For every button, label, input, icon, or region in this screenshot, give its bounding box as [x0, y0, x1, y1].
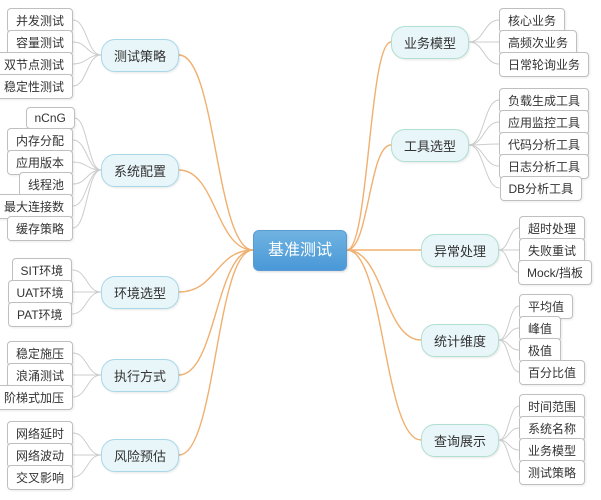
mindmap-stage: 基准测试测试策略并发测试容量测试双节点测试稳定性测试系统配置nCnG内存分配应用…: [0, 0, 601, 500]
edge: [73, 140, 101, 170]
edge: [73, 433, 101, 455]
edge: [73, 170, 101, 184]
l2f: 缓存策略: [7, 216, 73, 241]
l1d: 稳定性测试: [0, 74, 73, 99]
r2b: 应用监控工具: [499, 110, 589, 135]
r4d: 百分比值: [519, 360, 585, 385]
l2b: 内存分配: [7, 128, 73, 153]
edge: [347, 145, 391, 250]
edge: [73, 20, 101, 55]
r3a: 超时处理: [519, 216, 585, 241]
r2a: 负载生成工具: [499, 88, 589, 113]
edge: [347, 250, 421, 440]
r3c: Mock/挡板: [518, 260, 592, 285]
edge: [499, 428, 519, 440]
edge: [73, 55, 101, 86]
r1b: 高频次业务: [499, 30, 577, 55]
edge: [73, 170, 101, 228]
l2d: 线程池: [19, 172, 73, 197]
edge: [499, 340, 519, 350]
l5c: 交叉影响: [7, 465, 73, 490]
edge: [347, 42, 391, 250]
c-stat: 统计维度: [421, 324, 499, 357]
edge: [469, 145, 500, 188]
c-risk: 风险预估: [101, 439, 179, 472]
edge: [179, 250, 253, 455]
edge: [469, 42, 499, 64]
edge: [469, 122, 499, 145]
edge: [499, 340, 519, 372]
l3b: UAT环境: [8, 280, 73, 305]
r5b: 系统名称: [519, 416, 585, 441]
root-node: 基准测试: [253, 230, 347, 271]
edge: [73, 162, 101, 170]
r2c: 代码分析工具: [499, 132, 589, 157]
l5b: 网络波动: [7, 443, 73, 468]
c-tool: 工具选型: [391, 129, 469, 162]
r1c: 日常轮询业务: [499, 52, 589, 77]
l5a: 网络延时: [7, 421, 73, 446]
edge: [499, 440, 519, 450]
r3b: 失败重试: [519, 238, 585, 263]
l4a: 稳定施压: [7, 341, 73, 366]
l3c: PAT环境: [8, 302, 72, 327]
r4c: 极值: [519, 338, 561, 363]
r5c: 业务模型: [519, 438, 585, 463]
r2d: 日志分析工具: [499, 154, 589, 179]
l4b: 浪涌测试: [7, 363, 73, 388]
l2c: 应用版本: [7, 150, 73, 175]
edge: [179, 55, 253, 250]
l1b: 容量测试: [7, 30, 73, 55]
c-query: 查询展示: [421, 424, 499, 457]
edge: [347, 250, 421, 340]
l1c: 双节点测试: [0, 52, 73, 77]
edge: [75, 118, 102, 170]
edge: [73, 375, 101, 397]
edge: [72, 292, 101, 314]
edge: [499, 328, 519, 340]
edge: [469, 144, 499, 145]
l2e: 最大连接数: [0, 194, 73, 219]
l2a: nCnG: [26, 107, 75, 129]
l4c: 阶梯式加压: [0, 385, 73, 410]
edge: [499, 306, 519, 340]
c-exec: 执行方式: [101, 359, 179, 392]
edge: [73, 455, 101, 477]
edge: [73, 42, 101, 55]
edge: [469, 145, 499, 166]
c-env: 环境选型: [101, 276, 179, 309]
edge: [73, 170, 101, 206]
edge: [73, 270, 102, 292]
edge: [179, 170, 253, 250]
r4b: 峰值: [519, 316, 561, 341]
edge: [179, 250, 253, 375]
r1a: 核心业务: [499, 8, 565, 33]
edge: [73, 353, 101, 375]
edge: [73, 55, 101, 64]
edge: [469, 20, 499, 42]
c-strategy: 测试策略: [101, 39, 179, 72]
c-exc: 异常处理: [421, 234, 499, 267]
c-config: 系统配置: [101, 154, 179, 187]
r2e: DB分析工具: [500, 176, 583, 201]
l3a: SIT环境: [12, 258, 73, 283]
c-biz: 业务模型: [391, 26, 469, 59]
edge: [499, 440, 519, 472]
edge: [469, 100, 499, 145]
r5a: 时间范围: [519, 394, 585, 419]
r5d: 测试策略: [519, 460, 585, 485]
edge: [179, 250, 253, 292]
edge: [499, 250, 518, 272]
edge: [499, 228, 519, 250]
r4a: 平均值: [519, 294, 573, 319]
edge: [499, 406, 519, 440]
l1a: 并发测试: [7, 8, 73, 33]
